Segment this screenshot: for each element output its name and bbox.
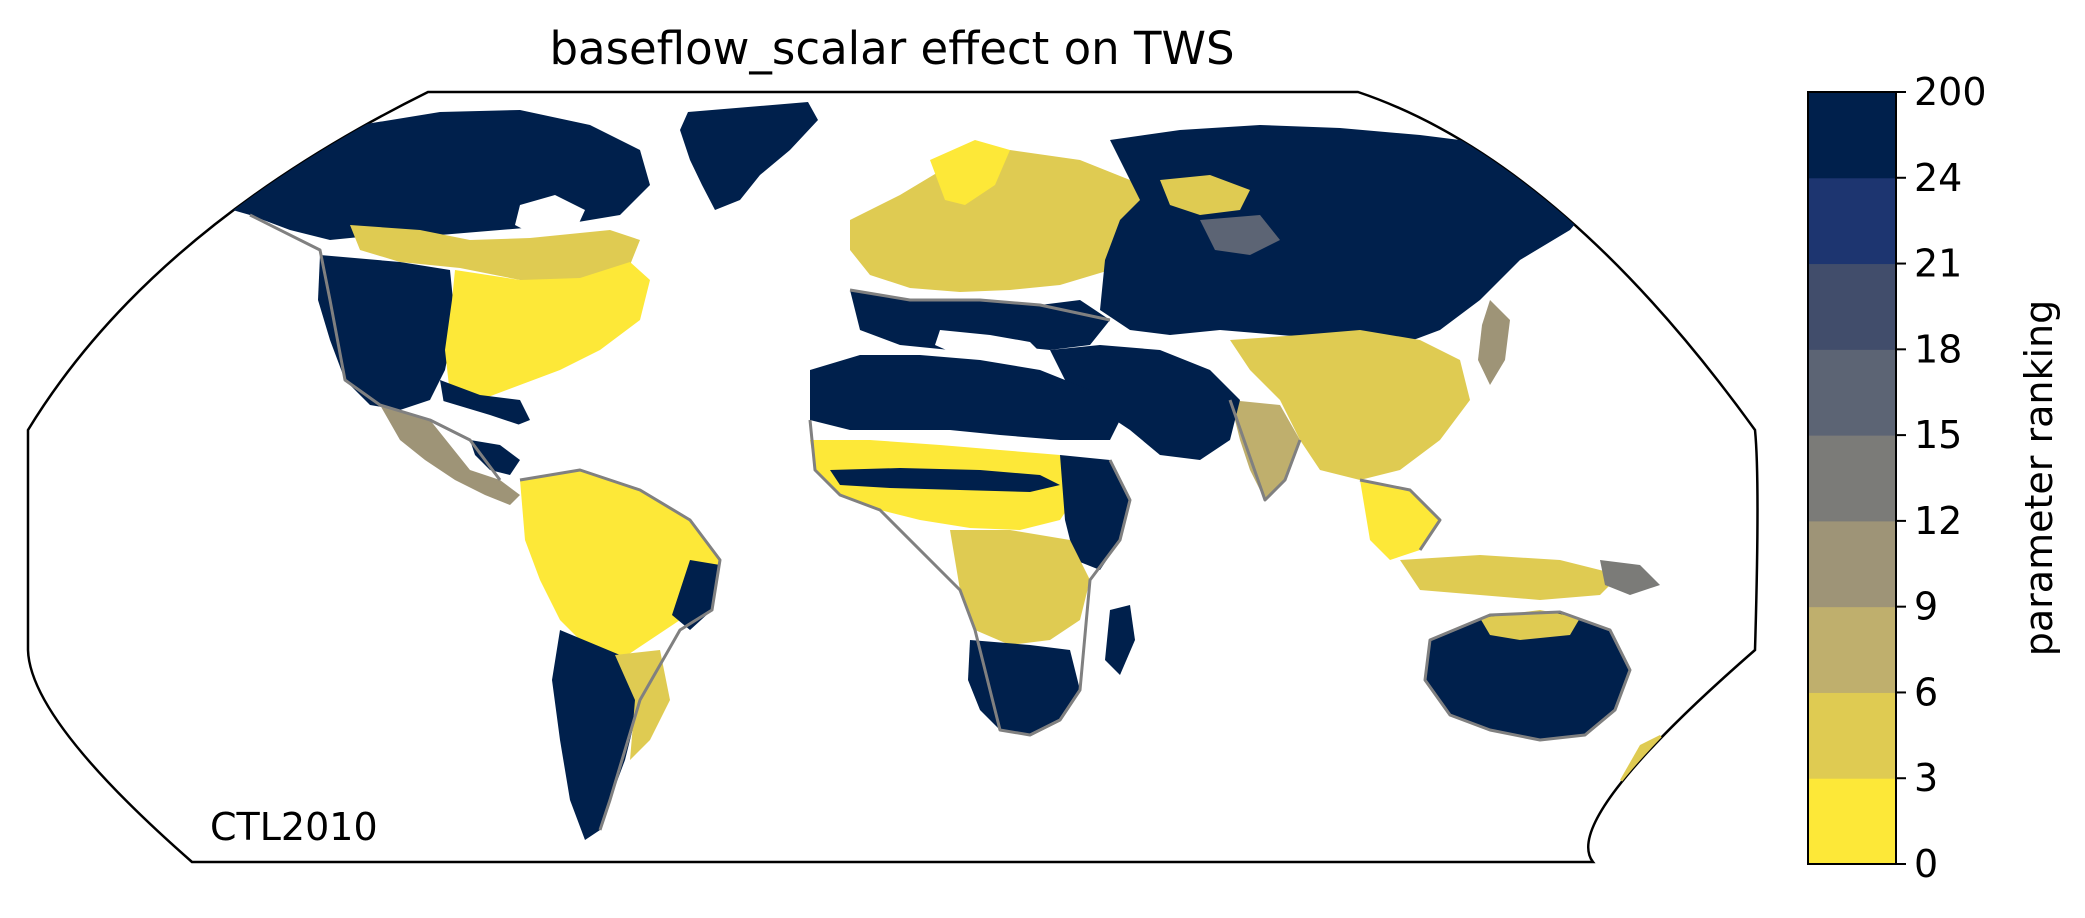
australia-north-yellow <box>1480 610 1580 640</box>
europe-yellow <box>850 150 1160 292</box>
indonesia-yellow <box>1400 555 1620 600</box>
colorbar-tick-label: 9 <box>1914 585 1938 629</box>
japan-gray <box>1478 300 1510 385</box>
colorbar-tick-label: 21 <box>1914 242 1962 286</box>
colorbar: 0 3 6 9 12 15 18 21 24 200 parameter ranking <box>1807 70 2061 886</box>
gulf-of-mexico <box>440 400 520 450</box>
scandinavia-yellow <box>930 140 1010 205</box>
colorbar-tick-label: 18 <box>1914 327 1962 371</box>
canada-navy <box>215 110 650 240</box>
south-america-south-yellow <box>615 650 670 760</box>
colorbar-tick-label: 15 <box>1914 413 1962 457</box>
colorbar-segment-4 <box>1808 435 1896 522</box>
colorbar-segment-6 <box>1808 263 1896 350</box>
colorbar-segment-8 <box>1808 92 1896 179</box>
run-label: CTL2010 <box>210 805 378 849</box>
colorbar-segment-7 <box>1808 177 1896 265</box>
east-asia-yellow <box>1230 330 1470 480</box>
colorbar-segment-5 <box>1808 349 1896 436</box>
colorbar-tick-label: 12 <box>1914 499 1962 543</box>
colorbar-tick-label: 24 <box>1914 156 1962 200</box>
east-africa-navy <box>1060 455 1130 570</box>
sahel-navy-band <box>830 468 1060 492</box>
eastern-us-yellow <box>445 262 650 400</box>
colorbar-tick-label: 3 <box>1914 756 1938 800</box>
colorbar-segment-3 <box>1808 520 1896 608</box>
greenland <box>680 102 818 210</box>
colorbar-tick-label: 0 <box>1914 842 1938 886</box>
colorbar-tick-label: 6 <box>1914 670 1938 714</box>
map-area: CTL2010 <box>26 90 1759 864</box>
papua-gray <box>1600 560 1660 595</box>
colorbar-frame <box>1807 91 1897 865</box>
mediterranean <box>935 330 1040 358</box>
central-africa-yellow <box>950 530 1090 645</box>
colorbar-segments <box>1808 92 1896 865</box>
map-title: baseflow_scalar effect on TWS <box>549 22 1234 75</box>
central-america-navy <box>470 440 520 475</box>
sahara-navy <box>810 355 1120 440</box>
mexico <box>380 405 520 505</box>
colorbar-ticks: 0 3 6 9 12 15 18 21 24 200 <box>1896 70 1987 886</box>
madagascar-navy <box>1105 605 1135 675</box>
australia-navy <box>1425 612 1630 740</box>
colorbar-tick-label: 200 <box>1914 70 1987 114</box>
colorbar-segment-0 <box>1808 778 1896 865</box>
canada-yellow <box>350 225 640 280</box>
india-yellow <box>1230 400 1300 500</box>
colorbar-label: parameter ranking <box>2017 300 2061 656</box>
colorbar-segment-2 <box>1808 606 1896 693</box>
western-us-navy <box>318 255 455 410</box>
south-america-yellow <box>520 470 720 660</box>
siberia-yellow <box>1160 175 1250 215</box>
colorbar-segment-1 <box>1808 692 1896 779</box>
middle-east-navy <box>1050 345 1240 460</box>
asia-navy <box>1100 125 1600 345</box>
coastlines <box>249 213 1632 831</box>
central-asia-gray <box>1200 215 1280 255</box>
hudson-bay <box>515 195 585 238</box>
land-data <box>215 102 1675 840</box>
south-america-south-navy <box>552 630 640 840</box>
